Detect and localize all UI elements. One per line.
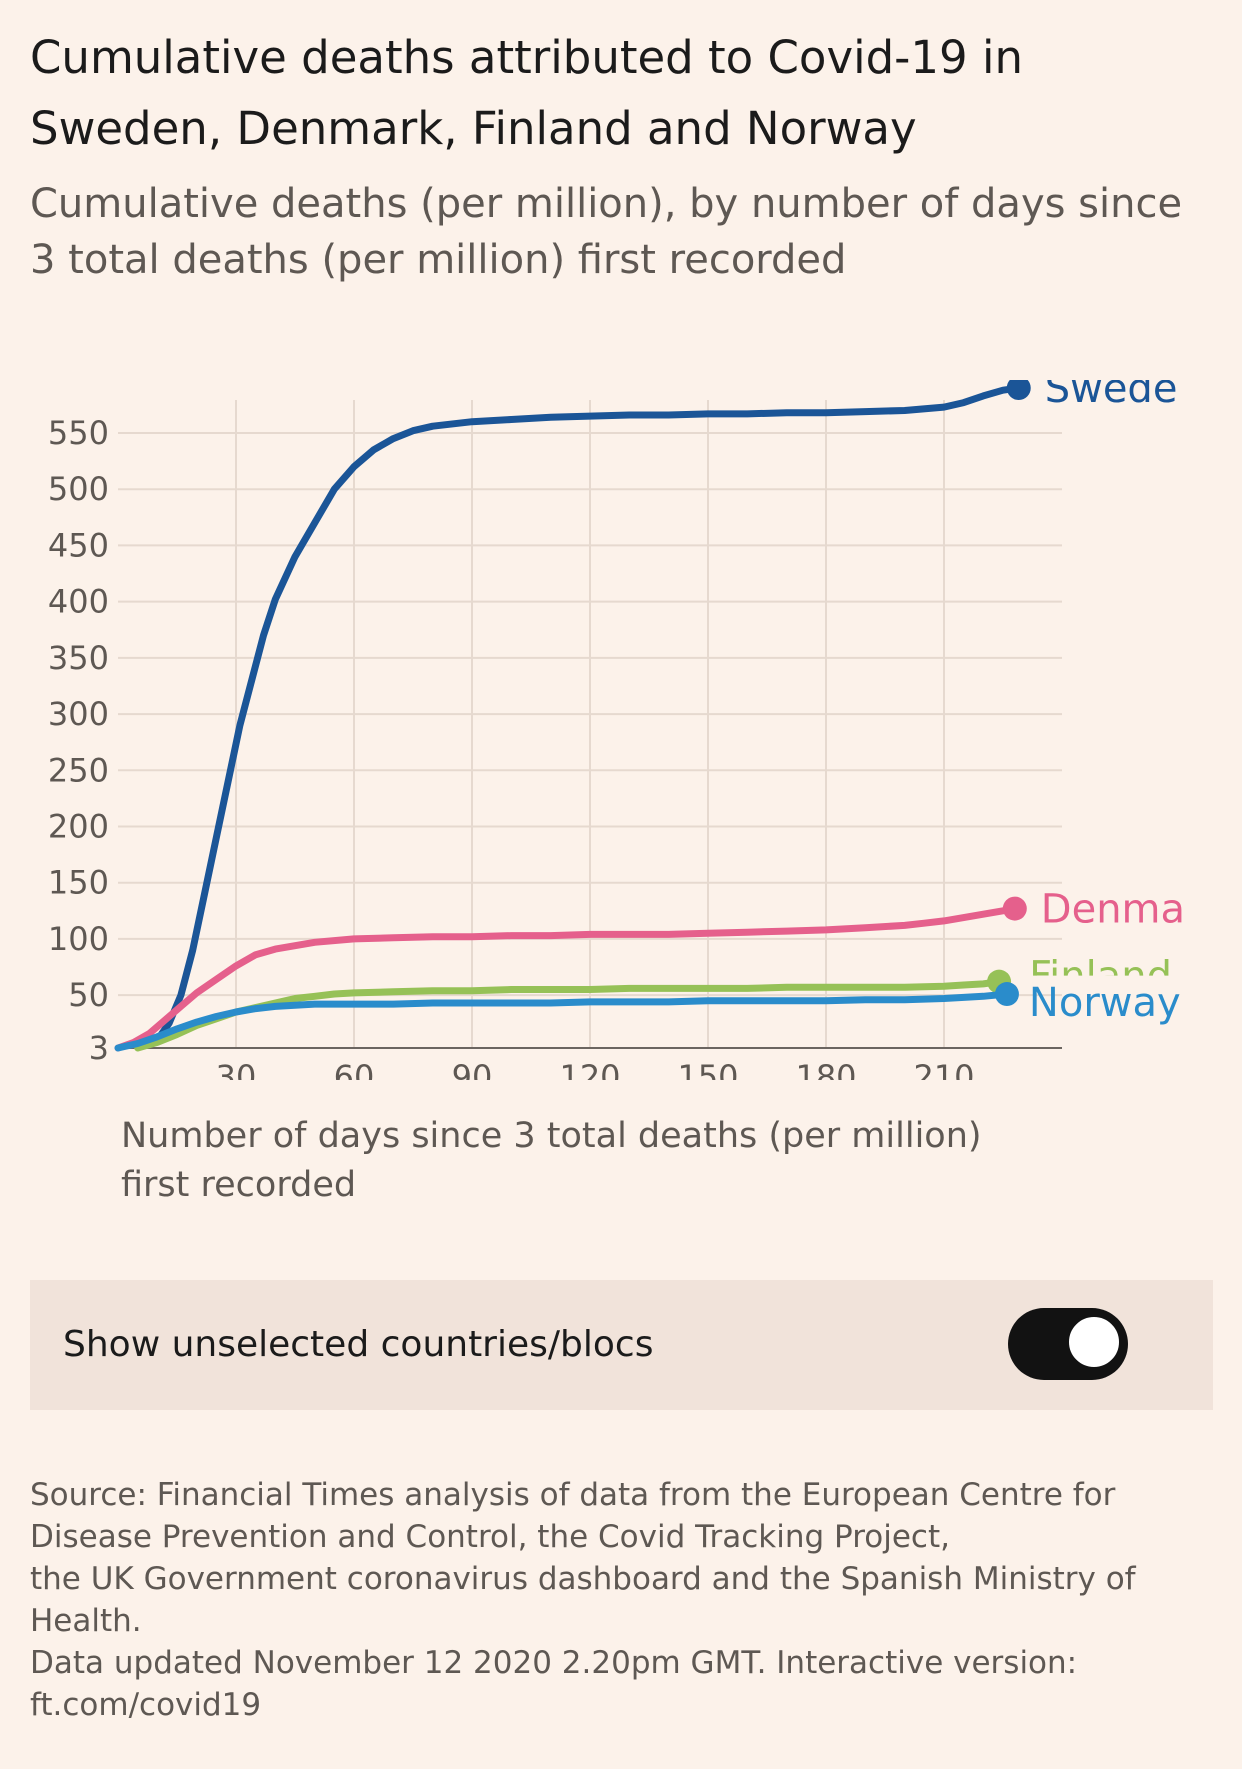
y-tick-label: 300 bbox=[48, 695, 109, 733]
x-tick-label: 60 bbox=[334, 1058, 375, 1080]
toggle-label: Show unselected countries/blocs bbox=[63, 1324, 654, 1365]
y-tick-label: 450 bbox=[48, 526, 109, 564]
line-chart: 30 60 90 120 150 180 2103501001502002503003504… bbox=[48, 380, 1185, 1080]
data-updated-text: Data updated November 12 2020 2.20pm GMT… bbox=[30, 1645, 1078, 1723]
source-text-line2: the UK Government coronavirus dashboard … bbox=[30, 1561, 1136, 1639]
series-label-swede: Swede bbox=[1045, 380, 1178, 412]
series-label-denma: Denma bbox=[1041, 887, 1185, 933]
y-tick-label: 250 bbox=[48, 751, 109, 789]
source-note: Source: Financial Times analysis of data… bbox=[30, 1474, 1220, 1726]
y-tick-label: 100 bbox=[48, 920, 109, 958]
series-line-swede bbox=[153, 384, 1023, 1044]
y-tick-label: 400 bbox=[48, 583, 109, 621]
show-unselected-toggle[interactable] bbox=[1008, 1308, 1128, 1380]
source-text: Source: Financial Times analysis of data… bbox=[30, 1477, 1116, 1555]
series-label-finland: Finland bbox=[1029, 954, 1172, 1000]
y-tick-label: 550 bbox=[48, 414, 109, 452]
x-axis-label: Number of days since 3 total deaths (per… bbox=[121, 1116, 982, 1205]
x-tick-label: 90 bbox=[452, 1058, 493, 1080]
x-tick-label: 30 bbox=[216, 1058, 257, 1080]
series-line-denma bbox=[114, 905, 1019, 1052]
x-tick-label: 210 bbox=[913, 1058, 974, 1080]
y-tick-label: 3 bbox=[89, 1029, 109, 1067]
x-tick-label: 150 bbox=[677, 1058, 738, 1080]
show-unselected-row: Show unselected countries/blocs bbox=[30, 1280, 1213, 1410]
series-line-norway bbox=[114, 990, 1011, 1052]
y-tick-label: 150 bbox=[48, 864, 109, 902]
series-label-norway: Norway bbox=[1029, 980, 1181, 1026]
chart-title: Cumulative deaths attributed to Covid-19… bbox=[30, 31, 1023, 155]
x-tick-label: 180 bbox=[795, 1058, 856, 1080]
series-end-dot-swede bbox=[1006, 380, 1031, 400]
y-tick-label: 50 bbox=[68, 976, 109, 1014]
x-tick-label: 120 bbox=[559, 1058, 620, 1080]
toggle-knob bbox=[1066, 1314, 1122, 1370]
series-end-dot-denma bbox=[1002, 896, 1027, 921]
y-tick-label: 500 bbox=[48, 470, 109, 508]
series-end-dot-norway bbox=[994, 982, 1019, 1007]
series-line-finland bbox=[134, 978, 1003, 1052]
chart-subtitle: Cumulative deaths (per million), by numb… bbox=[30, 181, 1183, 283]
y-tick-label: 200 bbox=[48, 808, 109, 846]
y-tick-label: 350 bbox=[48, 639, 109, 677]
